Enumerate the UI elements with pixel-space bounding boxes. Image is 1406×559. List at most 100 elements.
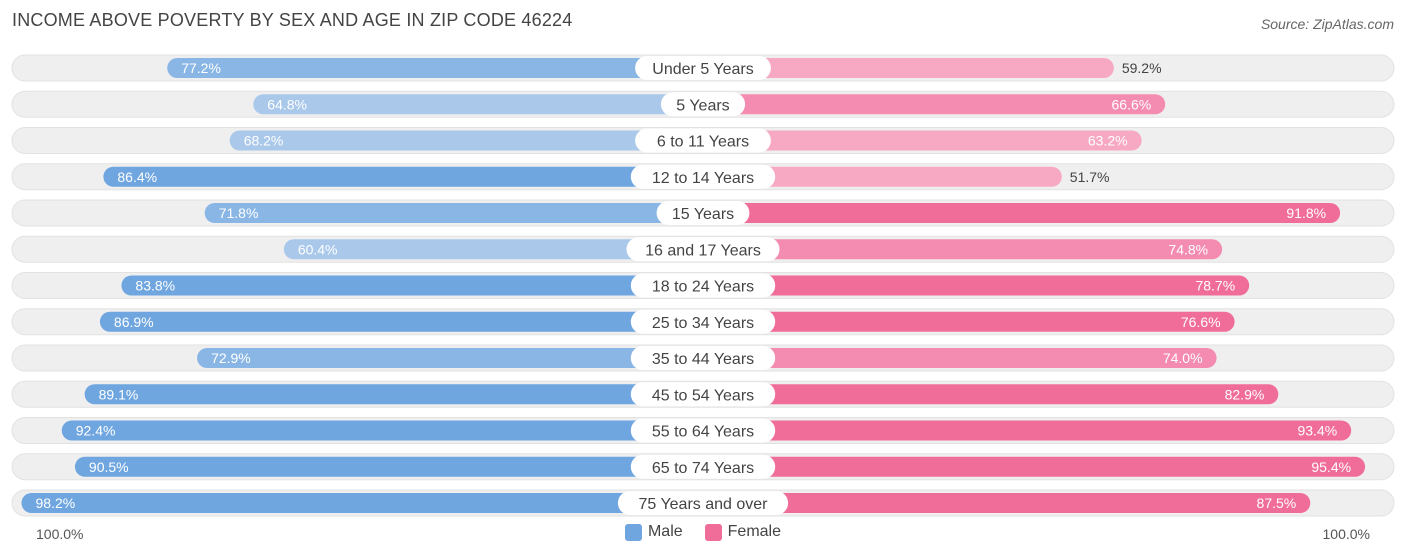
category-label: 12 to 14 Years bbox=[652, 170, 754, 187]
male-value-label: 77.2% bbox=[181, 60, 221, 76]
male-value-label: 89.1% bbox=[99, 386, 139, 402]
category-pill bbox=[635, 56, 771, 80]
female-bar[interactable] bbox=[703, 166, 1062, 187]
female-bar[interactable] bbox=[703, 203, 1341, 223]
female-bar[interactable] bbox=[703, 384, 1279, 405]
male-value-label: 71.8% bbox=[219, 205, 259, 221]
female-value-label: 74.8% bbox=[1168, 241, 1208, 257]
female-bar[interactable] bbox=[703, 239, 1223, 260]
category-label: 6 to 11 Years bbox=[657, 134, 749, 151]
female-bar[interactable] bbox=[703, 58, 1114, 78]
male-bar[interactable] bbox=[21, 493, 703, 513]
female-bar[interactable] bbox=[703, 420, 1352, 441]
category-label: 65 to 74 Years bbox=[652, 460, 754, 477]
category-pill bbox=[630, 164, 776, 189]
female-bar[interactable] bbox=[703, 493, 1311, 513]
female-bar[interactable] bbox=[703, 130, 1142, 151]
male-bar[interactable] bbox=[197, 348, 703, 368]
female-value-label: 76.6% bbox=[1181, 314, 1221, 330]
female-value-label: 51.7% bbox=[1070, 169, 1110, 185]
female-value-label: 66.6% bbox=[1112, 96, 1152, 112]
male-bar[interactable] bbox=[61, 420, 703, 441]
legend-item-male[interactable]: Male bbox=[624, 523, 683, 541]
male-bar[interactable] bbox=[99, 311, 703, 332]
category-label: 18 to 24 Years bbox=[652, 279, 754, 296]
bar-row: 71.8% 91.8% 15 Years bbox=[11, 199, 1395, 227]
female-value-label: 78.7% bbox=[1195, 278, 1235, 294]
legend-item-female[interactable]: Female bbox=[704, 523, 782, 541]
axis-left-label: 100.0% bbox=[36, 526, 84, 542]
category-pill bbox=[635, 128, 771, 153]
male-bar[interactable] bbox=[103, 166, 703, 187]
male-bar[interactable] bbox=[121, 275, 704, 296]
female-value-label: 63.2% bbox=[1088, 133, 1128, 149]
male-bar[interactable] bbox=[229, 130, 703, 151]
category-label: 25 to 34 Years bbox=[652, 315, 754, 332]
category-label: 15 Years bbox=[672, 206, 734, 223]
category-label: 75 Years and over bbox=[639, 496, 769, 513]
female-bar[interactable] bbox=[703, 348, 1217, 368]
female-value-label: 74.0% bbox=[1163, 350, 1203, 366]
female-value-label: 91.8% bbox=[1286, 205, 1326, 221]
male-bar[interactable] bbox=[167, 58, 703, 78]
bar-chart: 77.2% 59.2% Under 5 Years 64.8% 66.6% 5 Years… bbox=[11, 54, 1395, 517]
male-bar[interactable] bbox=[204, 203, 703, 223]
axis-right-label: 100.0% bbox=[1322, 526, 1370, 542]
female-bar[interactable] bbox=[703, 311, 1235, 332]
category-pill bbox=[656, 201, 750, 225]
source-note: Source: ZipAtlas.com bbox=[1260, 16, 1394, 32]
category-label: 55 to 64 Years bbox=[652, 424, 754, 441]
bar-row: 68.2% 63.2% 6 to 11 Years bbox=[11, 127, 1395, 154]
male-value-label: 90.5% bbox=[89, 459, 129, 475]
legend-swatch-male bbox=[624, 523, 642, 541]
male-value-label: 60.4% bbox=[298, 241, 338, 257]
female-bar[interactable] bbox=[703, 456, 1366, 477]
male-value-label: 72.9% bbox=[211, 350, 251, 366]
male-value-label: 86.4% bbox=[117, 169, 157, 185]
bar-row: 77.2% 59.2% Under 5 Years bbox=[11, 54, 1395, 82]
legend-label-male: Male bbox=[647, 523, 683, 540]
category-label: 35 to 44 Years bbox=[652, 351, 754, 368]
female-value-label: 82.9% bbox=[1225, 386, 1265, 402]
male-bar[interactable] bbox=[74, 456, 704, 477]
male-bar[interactable] bbox=[283, 239, 703, 260]
bar-row: 89.1% 82.9% 45 to 54 Years bbox=[11, 380, 1395, 408]
category-label: Under 5 Years bbox=[652, 61, 753, 78]
category-pill bbox=[660, 92, 746, 117]
male-value-label: 64.8% bbox=[267, 96, 307, 112]
category-pill bbox=[626, 237, 780, 262]
legend-swatch-female bbox=[704, 523, 722, 541]
female-bar[interactable] bbox=[703, 275, 1250, 296]
female-value-label: 95.4% bbox=[1311, 459, 1351, 475]
bar-row: 92.4% 93.4% 55 to 64 Years bbox=[11, 417, 1395, 444]
category-label: 16 and 17 Years bbox=[645, 242, 761, 259]
bar-row: 86.4% 51.7% 12 to 14 Years bbox=[11, 163, 1395, 191]
bar-row: 64.8% 66.6% 5 Years bbox=[11, 90, 1395, 118]
bar-row: 90.5% 95.4% 65 to 74 Years bbox=[11, 453, 1395, 481]
category-pill bbox=[630, 454, 776, 479]
male-value-label: 86.9% bbox=[114, 314, 154, 330]
chart-title: INCOME ABOVE POVERTY BY SEX AND AGE IN Z… bbox=[12, 10, 573, 30]
category-label: 45 to 54 Years bbox=[652, 387, 754, 404]
male-value-label: 83.8% bbox=[135, 278, 175, 294]
male-value-label: 68.2% bbox=[244, 133, 284, 149]
male-bar[interactable] bbox=[253, 94, 703, 115]
male-value-label: 98.2% bbox=[35, 495, 75, 511]
legend-label-female: Female bbox=[727, 523, 782, 540]
legend: Male Female bbox=[0, 523, 1406, 541]
category-pill bbox=[630, 309, 776, 334]
bar-row: 83.8% 78.7% 18 to 24 Years bbox=[11, 272, 1395, 299]
category-pill bbox=[630, 418, 776, 443]
category-pill bbox=[617, 491, 789, 515]
category-label: 5 Years bbox=[676, 97, 729, 114]
bar-row: 86.9% 76.6% 25 to 34 Years bbox=[11, 308, 1395, 336]
bar-row: 98.2% 87.5% 75 Years and over bbox=[11, 489, 1395, 517]
bar-row: 60.4% 74.8% 16 and 17 Years bbox=[11, 235, 1395, 263]
female-value-label: 93.4% bbox=[1297, 423, 1337, 439]
category-pill bbox=[630, 382, 776, 407]
male-value-label: 92.4% bbox=[76, 423, 116, 439]
female-value-label: 87.5% bbox=[1257, 495, 1297, 511]
category-pill bbox=[630, 273, 776, 298]
male-bar[interactable] bbox=[84, 384, 703, 405]
female-bar[interactable] bbox=[703, 94, 1166, 115]
